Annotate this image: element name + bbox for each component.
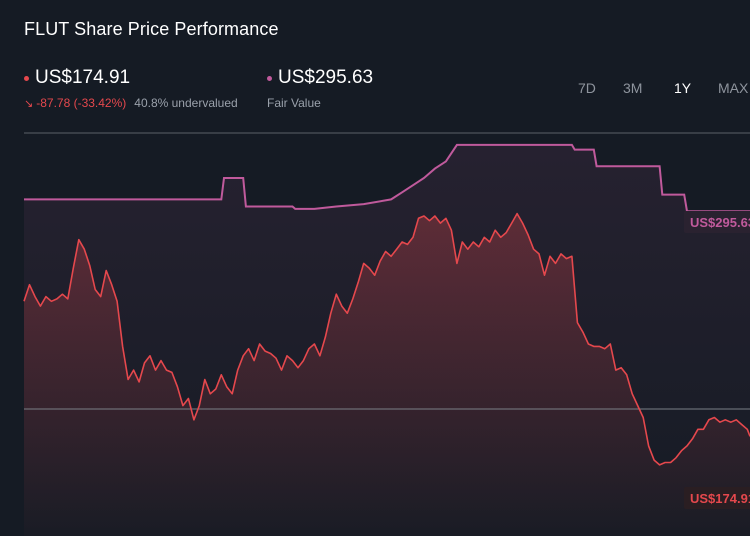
tab-7d[interactable]: 7D [578,80,596,96]
price-block: US$174.91 ↘ -87.78 (-33.42%) 40.8% under… [24,67,238,110]
fair-value-label: Fair Value [267,96,321,110]
fair-value-block: US$295.63 Fair Value [267,67,373,110]
tab-max[interactable]: MAX [718,80,749,96]
price-tag: US$174.91 [684,486,750,509]
valuation-text: 40.8% undervalued [134,96,238,110]
page-title: FLUT Share Price Performance [24,19,279,39]
fair-value-tag: US$295.63 [684,211,750,234]
fair-value-price: US$295.63 [278,67,374,88]
price-dot-icon [24,75,29,81]
fair-value-dot-icon [267,75,272,81]
price-area [24,213,750,536]
fair-value-line [24,143,750,213]
current-price: US$174.91 [35,67,131,88]
tab-1y[interactable]: 1Y [674,80,692,96]
price-change-value: -87.78 (-33.42%) [36,96,127,110]
price-line [23,212,750,466]
tab-3m[interactable]: 3M [623,80,643,96]
arrow-down-right-icon: ↘ [24,97,34,110]
price-change: ↘ -87.78 (-33.42%) [24,96,126,110]
